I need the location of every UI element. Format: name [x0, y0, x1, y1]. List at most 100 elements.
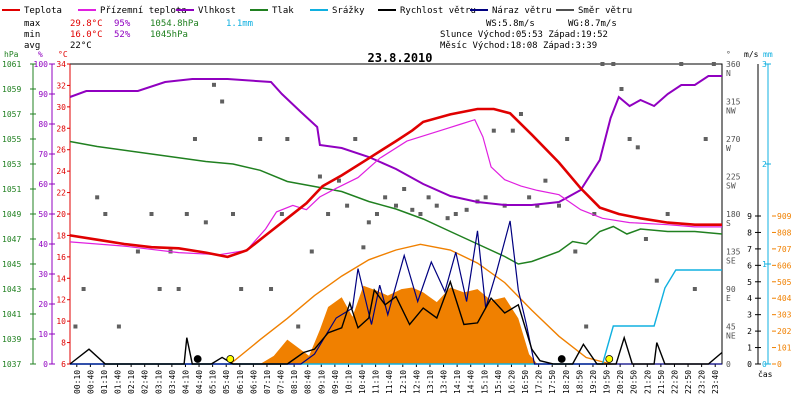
wind-direction-point: [203, 220, 208, 225]
wind-tick-label: 2: [747, 327, 752, 336]
wind-direction-point: [326, 212, 331, 216]
wind-direction-point: [345, 203, 350, 208]
series-solar-theoretical: [229, 243, 611, 365]
wind-direction-point: [453, 212, 458, 216]
x-tick-label: 05:10: [209, 370, 218, 394]
temp-tick-label: 8: [61, 339, 66, 348]
wind-direction-point: [149, 212, 154, 216]
hum-tick-label: 50: [38, 210, 48, 219]
x-tick-label: 13:10: [426, 370, 435, 394]
press-tick-label: 1047: [2, 235, 21, 244]
temp-tick-label: 18: [56, 231, 66, 240]
x-tick-label: 13:40: [440, 370, 449, 394]
wind-tick-label: 0: [747, 360, 752, 369]
press-tick-label: 1061: [2, 60, 21, 69]
wind-tick-label: 9: [747, 212, 752, 221]
wind-direction-point: [426, 195, 431, 200]
hum-tick-label: 10: [38, 330, 48, 339]
stats-block: max 29.8°C 95% 1054.8hPa 1.1mm min 16.0°…: [24, 19, 617, 51]
stat-avg-label: avg: [24, 41, 40, 51]
wind-direction-point: [258, 137, 263, 141]
press-tick-label: 1045: [2, 260, 21, 269]
dir-compass-label: W: [726, 144, 731, 153]
x-tick-label: 15:40: [494, 370, 503, 394]
stat-moon: Měsíc Východ:18:08 Západ:3:39: [440, 41, 597, 51]
x-tick-label: 04:10: [181, 370, 190, 394]
wind-direction-point: [592, 212, 597, 216]
wind-direction-point: [81, 287, 86, 291]
wind-direction-point: [573, 249, 578, 254]
wind-direction-point: [643, 237, 648, 241]
wind-direction-point: [269, 287, 274, 291]
wind-direction-point: [317, 174, 322, 179]
x-tick-label: 22:50: [684, 370, 693, 394]
press-tick-label: 1039: [2, 335, 21, 344]
stat-max-hum: 95%: [114, 19, 131, 29]
stat-min-hum: 52%: [114, 30, 131, 40]
sunset-marker: [605, 355, 614, 363]
stat-max-temp: 29.8°C: [70, 19, 103, 29]
x-tick-label: 19:20: [589, 370, 598, 394]
wind-direction-point: [231, 212, 235, 216]
wind-direction-point: [557, 203, 561, 208]
dir-compass-label: NE: [726, 332, 736, 341]
temp-tick-label: 16: [56, 253, 66, 262]
wind-direction-point: [285, 137, 290, 141]
sun-tick-label: 505: [777, 278, 792, 287]
wind-direction-point: [703, 137, 708, 141]
wind-direction-point: [600, 62, 605, 66]
x-tick-label: 07:40: [277, 370, 286, 394]
unit-rain: mm: [763, 50, 773, 59]
x-tick-label: 17:50: [548, 370, 557, 394]
unit-dir: °: [726, 50, 731, 59]
wind-direction-point: [692, 287, 697, 291]
wind-direction-point: [483, 195, 488, 200]
x-tick-label: 17:20: [535, 370, 544, 394]
wind-direction-point: [95, 195, 100, 200]
x-tick-label: 08:40: [304, 370, 313, 394]
wind-tick-label: 7: [747, 245, 752, 254]
unit-press: hPa: [4, 50, 19, 59]
wind-direction-point: [192, 137, 197, 141]
series-humidity: [69, 75, 722, 206]
hum-tick-label: 60: [38, 180, 48, 189]
x-tick-label: 10:40: [358, 370, 367, 394]
unit-wind: m/s: [744, 50, 759, 59]
dir-tick-label: 270: [726, 135, 741, 144]
hum-tick-label: 20: [38, 300, 48, 309]
legend-label-prizemni-teplota: Přízemní teplota: [100, 6, 187, 16]
x-tick-label: 12:40: [412, 370, 421, 394]
series-pressure: [69, 140, 723, 265]
temp-tick-label: 30: [56, 103, 66, 112]
sunrise-marker: [226, 355, 235, 363]
wind-direction-point: [535, 203, 540, 208]
stat-min-label: min: [24, 30, 40, 40]
wind-direction-point: [239, 287, 244, 291]
unit-temp: °C: [58, 50, 68, 59]
press-tick-label: 1057: [2, 110, 21, 119]
wind-direction-point: [711, 62, 716, 66]
dir-tick-label: 225: [726, 173, 741, 182]
x-tick-label: 06:40: [249, 370, 258, 394]
rain-tick-label: 2: [762, 160, 767, 169]
dir-tick-label: 135: [726, 248, 741, 257]
x-tick-label: 21:20: [643, 370, 652, 394]
dir-tick-label: 90: [726, 285, 736, 294]
x-tick-label: 16:20: [507, 370, 516, 394]
unit-hum: %: [38, 50, 43, 59]
wind-direction-point: [445, 216, 450, 221]
wind-direction-point: [510, 128, 515, 133]
x-tick-label: 21:50: [657, 370, 666, 394]
x-tick-labels: 00:10 00:40 01:10 01:40 02:10 02:40 03:10 03:40…: [73, 370, 720, 394]
hum-tick-label: 80: [38, 120, 48, 129]
wind-direction-point: [654, 278, 659, 283]
axes: [30, 63, 776, 367]
x-tick-label: 20:20: [616, 370, 625, 394]
dir-tick-label: 0: [726, 360, 731, 369]
temp-tick-label: 14: [56, 274, 66, 283]
series-temperature: [69, 107, 722, 259]
wind-tick-label: 6: [747, 261, 752, 270]
wind-direction-point: [116, 324, 121, 329]
wind-direction-point: [627, 137, 632, 141]
